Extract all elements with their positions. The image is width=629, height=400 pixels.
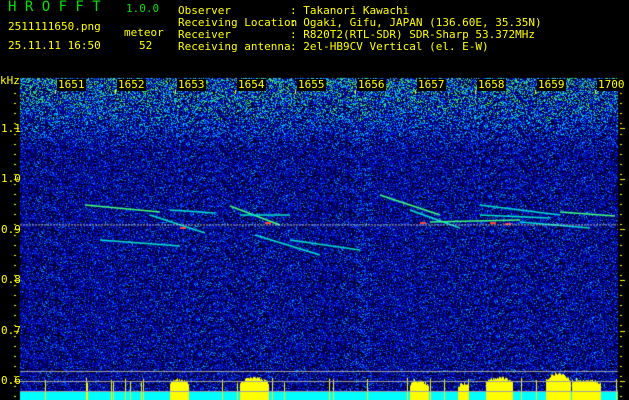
x-tick-label: 1654 <box>237 78 266 91</box>
y-tick-label: 1.0 <box>1 172 21 185</box>
x-tick-label: 1659 <box>537 78 566 91</box>
x-tick-label: 1700 <box>597 78 626 91</box>
info-label: Receiving antenna <box>178 40 291 53</box>
app-version: 1.0.0 <box>126 2 160 15</box>
info-value: : Takanori Kawachi <box>290 4 410 17</box>
info-label: Observer <box>178 4 231 17</box>
info-label: Receiver <box>178 28 231 41</box>
meteor-count-value: 52 <box>139 39 153 52</box>
x-tick-label: 1656 <box>357 78 386 91</box>
app-title: H R O F F T <box>8 0 101 15</box>
y-axis-label: kHz <box>0 74 20 87</box>
y-tick-label: 0.6 <box>1 374 21 387</box>
y-tick-label: 0.7 <box>1 323 21 337</box>
datetime: 25.11.11 16:50 <box>8 39 101 52</box>
y-tick-label: 1.1 <box>1 121 21 135</box>
x-tick-label: 1655 <box>297 78 326 91</box>
x-tick-label: 1651 <box>57 78 86 91</box>
info-value: : 2el-HB9CV Vertical (el. E-W) <box>290 40 489 53</box>
filename: 2511111650.png <box>8 20 101 33</box>
y-tick-label: 0.8 <box>1 273 21 286</box>
x-tick-label: 1653 <box>177 78 206 91</box>
x-tick-label: 1657 <box>417 78 446 91</box>
y-tick-label: 0.9 <box>1 222 21 236</box>
info-label: Receiving Location <box>178 16 298 29</box>
meteor-count-label: meteor <box>124 26 164 39</box>
info-value: : R820T2(RTL-SDR) SDR-Sharp 53.372MHz <box>290 28 536 41</box>
info-value: : Ogaki, Gifu, JAPAN (136.60E, 35.35N) <box>290 16 542 29</box>
x-tick-label: 1652 <box>117 78 146 91</box>
x-tick-label: 1658 <box>477 78 506 91</box>
